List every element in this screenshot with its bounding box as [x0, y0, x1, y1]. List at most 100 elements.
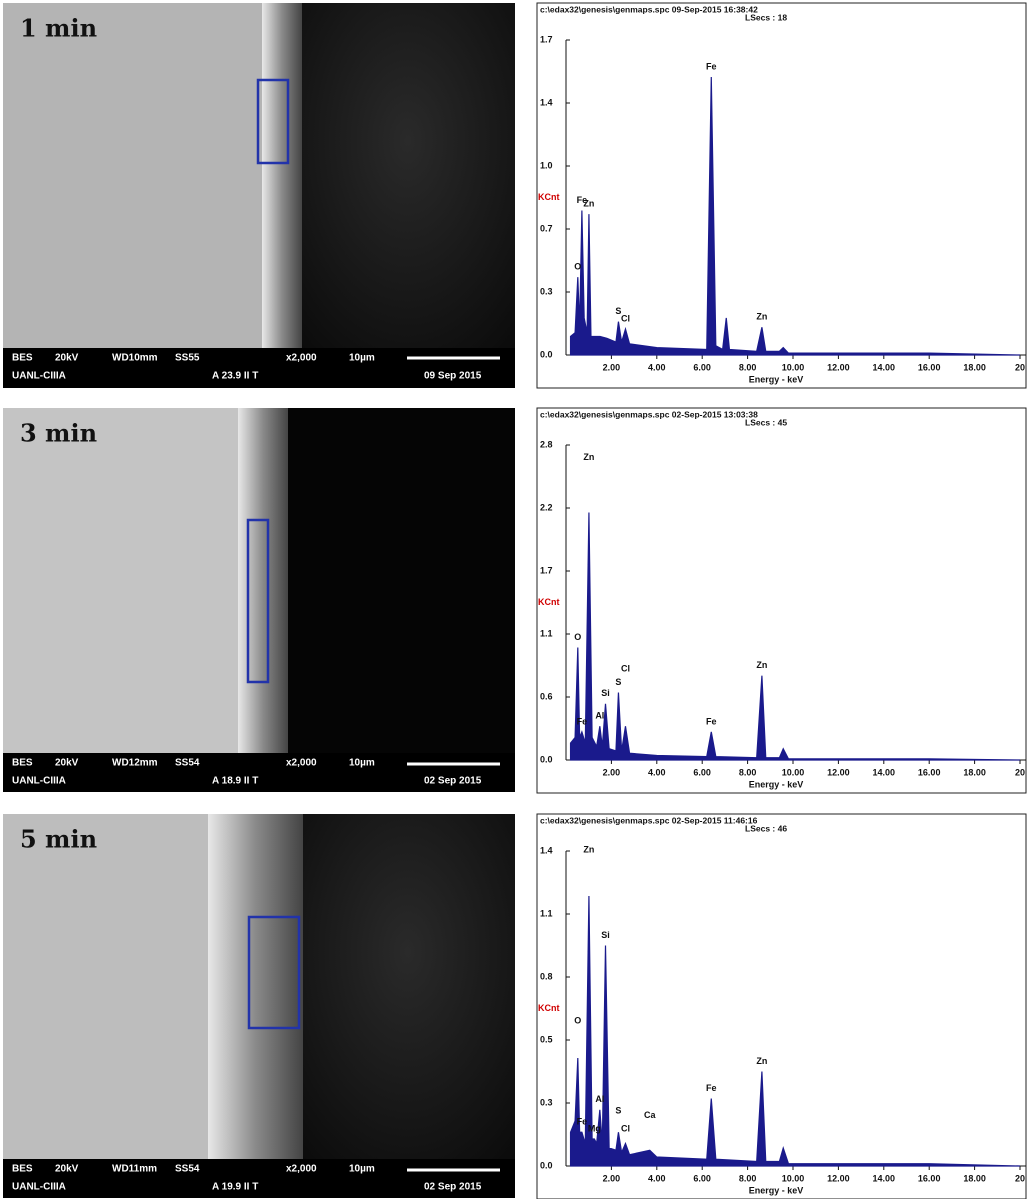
sem-info: x2,000 [286, 758, 317, 769]
x-tick-label: 20 [1015, 767, 1025, 777]
sem-info: SS54 [175, 758, 200, 769]
y-tick-label: 0.0 [540, 754, 553, 764]
sem-info: 20kV [55, 353, 79, 364]
panel-label: 5 min [20, 825, 97, 854]
sem-info: WD12mm [112, 758, 158, 769]
y-tick-label: 2.2 [540, 502, 553, 512]
x-tick-label: 8.00 [739, 362, 757, 372]
peak-label: Al [595, 1094, 604, 1104]
sem-date: 09 Sep 2015 [424, 371, 482, 382]
peak-label: O [574, 1015, 581, 1025]
peak-label: Fe [706, 716, 717, 726]
sem-info: x2,000 [286, 1164, 317, 1175]
chart-frame [536, 813, 1027, 1200]
y-tick-label: 1.1 [540, 628, 553, 638]
peak-label: S [615, 1105, 621, 1115]
chart-title: c:\edax32\genesis\genmaps.spc 09-Sep-201… [540, 4, 758, 14]
sem-stage: A 18.9 II T [212, 776, 258, 787]
chart-title: c:\edax32\genesis\genmaps.spc 02-Sep-201… [540, 409, 758, 419]
sem-info: WD11mm [112, 1164, 157, 1175]
peak-label: Zn [756, 312, 767, 322]
sem-info: SS55 [175, 353, 200, 364]
peak-label: Zn [756, 660, 767, 670]
x-tick-label: 18.00 [963, 362, 986, 372]
x-tick-label: 14.00 [873, 1173, 896, 1183]
x-tick-label: 6.00 [693, 1173, 711, 1183]
x-tick-label: 8.00 [739, 767, 757, 777]
sem-info: BES [12, 353, 33, 364]
peak-label: Zn [756, 1056, 767, 1066]
y-tick-label: 0.8 [540, 971, 553, 981]
y-tick-label: 1.0 [540, 160, 553, 170]
peak-label: Ca [644, 1110, 656, 1120]
sem-info: 10µm [349, 1164, 375, 1175]
x-tick-label: 10.00 [782, 1173, 805, 1183]
x-axis-label: Energy - keV [749, 374, 804, 384]
peak-label: Zn [583, 199, 594, 209]
peak-label: Zn [583, 844, 594, 854]
y-axis-label: KCnt [538, 1003, 560, 1013]
peak-label: Si [601, 930, 610, 940]
sem-info: BES [12, 758, 33, 769]
peak-label: S [615, 677, 621, 687]
x-tick-label: 6.00 [693, 362, 711, 372]
y-tick-label: 1.4 [540, 97, 553, 107]
x-tick-label: 12.00 [827, 362, 850, 372]
x-tick-label: 16.00 [918, 767, 941, 777]
sem-lab: UANL-CIIIA [12, 371, 66, 382]
sem-lab: UANL-CIIIA [12, 1182, 66, 1193]
x-tick-label: 4.00 [648, 362, 666, 372]
spectrum [569, 512, 1021, 761]
peak-label: Cl [621, 313, 630, 323]
spectrum [569, 77, 1021, 356]
x-tick-label: 14.00 [873, 767, 896, 777]
x-tick-label: 20 [1015, 1173, 1025, 1183]
y-tick-label: 1.4 [540, 845, 553, 855]
sem-info: 10µm [349, 758, 375, 769]
x-axis-label: Energy - keV [749, 1185, 804, 1195]
chart-title: c:\edax32\genesis\genmaps.spc 02-Sep-201… [540, 815, 758, 825]
peak-label: Cl [621, 663, 630, 673]
chart-subtitle: LSecs : 45 [745, 417, 787, 427]
peak-label: Si [601, 688, 610, 698]
x-axis-label: Energy - keV [749, 779, 804, 789]
x-tick-label: 18.00 [963, 767, 986, 777]
x-tick-label: 2.00 [603, 1173, 621, 1183]
sem-info: 10µm [349, 353, 375, 364]
sem-info: 20kV [55, 1164, 79, 1175]
sem-info: 20kV [55, 758, 79, 769]
x-tick-label: 14.00 [873, 362, 896, 372]
x-tick-label: 10.00 [782, 767, 805, 777]
x-tick-label: 6.00 [693, 767, 711, 777]
peak-label: Zn [583, 452, 594, 462]
sem-date: 02 Sep 2015 [424, 1182, 482, 1193]
sem-lab: UANL-CIIIA [12, 776, 66, 787]
y-tick-label: 0.3 [540, 286, 553, 296]
panel-label: 3 min [20, 419, 97, 448]
peak-label: Fe [706, 1083, 717, 1093]
y-axis-label: KCnt [538, 192, 560, 202]
chart-subtitle: LSecs : 18 [745, 12, 787, 22]
y-tick-label: 0.7 [540, 223, 553, 233]
x-tick-label: 2.00 [603, 362, 621, 372]
panel-label: 1 min [20, 14, 97, 43]
y-tick-label: 0.5 [540, 1034, 553, 1044]
sem-info: SS54 [175, 1164, 200, 1175]
x-tick-label: 10.00 [782, 362, 805, 372]
sem-panel-2 [3, 408, 515, 792]
x-tick-label: 2.00 [603, 767, 621, 777]
y-tick-label: 1.7 [540, 565, 553, 575]
x-tick-label: 12.00 [827, 767, 850, 777]
chart-subtitle: LSecs : 46 [745, 823, 787, 833]
peak-label: S [615, 306, 621, 316]
peak-label: Fe [706, 61, 717, 71]
y-tick-label: 1.1 [540, 908, 553, 918]
peak-label: Mg [588, 1123, 601, 1133]
spectrum [569, 895, 1021, 1167]
x-tick-label: 16.00 [918, 1173, 941, 1183]
x-tick-label: 18.00 [963, 1173, 986, 1183]
y-tick-label: 2.8 [540, 439, 553, 449]
x-tick-label: 8.00 [739, 1173, 757, 1183]
sem-info: WD10mm [112, 353, 158, 364]
